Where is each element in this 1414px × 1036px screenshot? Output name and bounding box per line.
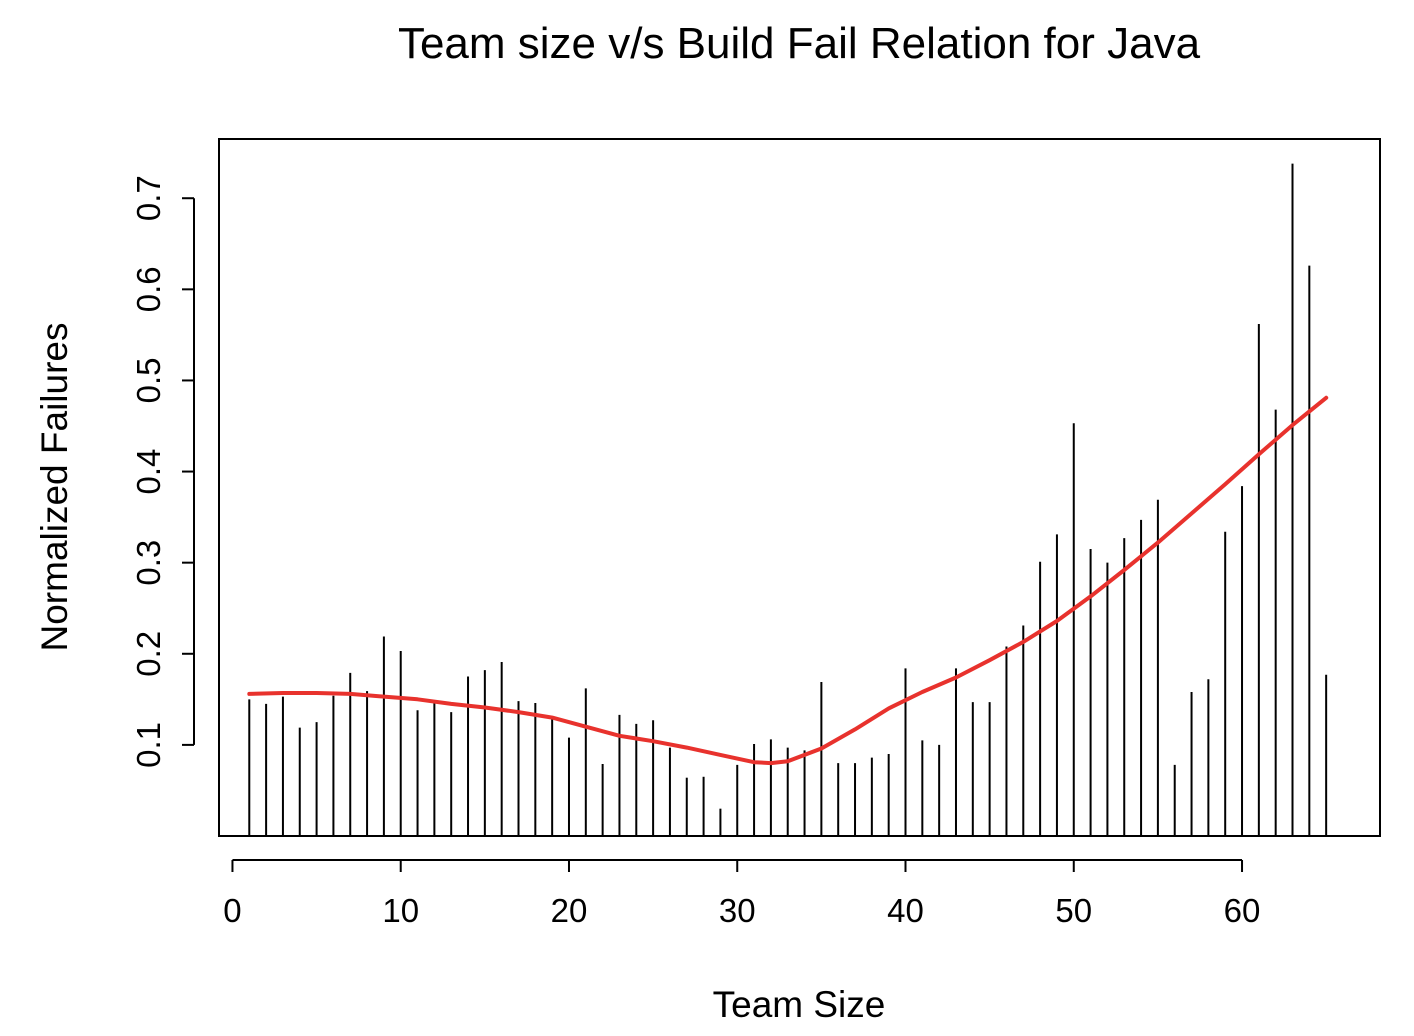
y-axis-label: Normalized Failures [34, 323, 75, 652]
x-tick-label-40: 40 [887, 892, 924, 929]
chart-title: Team size v/s Build Fail Relation for Ja… [398, 19, 1201, 68]
y-tick-label-0.3: 0.3 [130, 540, 167, 586]
x-axis-label: Team Size [713, 984, 886, 1025]
x-tick-label-30: 30 [719, 892, 756, 929]
x-tick-label-20: 20 [551, 892, 588, 929]
y-tick-label-0.4: 0.4 [130, 449, 167, 495]
y-tick-label-0.7: 0.7 [130, 175, 167, 221]
smooth-line-layer [247, 395, 1329, 766]
bars-layer [248, 163, 1328, 836]
smooth-trend-line [247, 395, 1329, 766]
x-tick-label-50: 50 [1055, 892, 1092, 929]
y-tick-label-0.1: 0.1 [130, 722, 167, 768]
x-tick-label-0: 0 [223, 892, 241, 929]
x-tick-label-10: 10 [382, 892, 419, 929]
y-tick-label-0.2: 0.2 [130, 631, 167, 677]
y-tick-label-0.5: 0.5 [130, 357, 167, 403]
x-tick-label-60: 60 [1224, 892, 1261, 929]
y-axis: 0.1 0.2 0.3 0.4 0.5 0.6 0.7 [130, 175, 195, 768]
plot-area [218, 138, 1381, 837]
y-tick-label-0.6: 0.6 [130, 266, 167, 312]
plot-box [218, 138, 1381, 837]
x-axis: 0 10 20 30 40 50 60 [223, 859, 1261, 929]
